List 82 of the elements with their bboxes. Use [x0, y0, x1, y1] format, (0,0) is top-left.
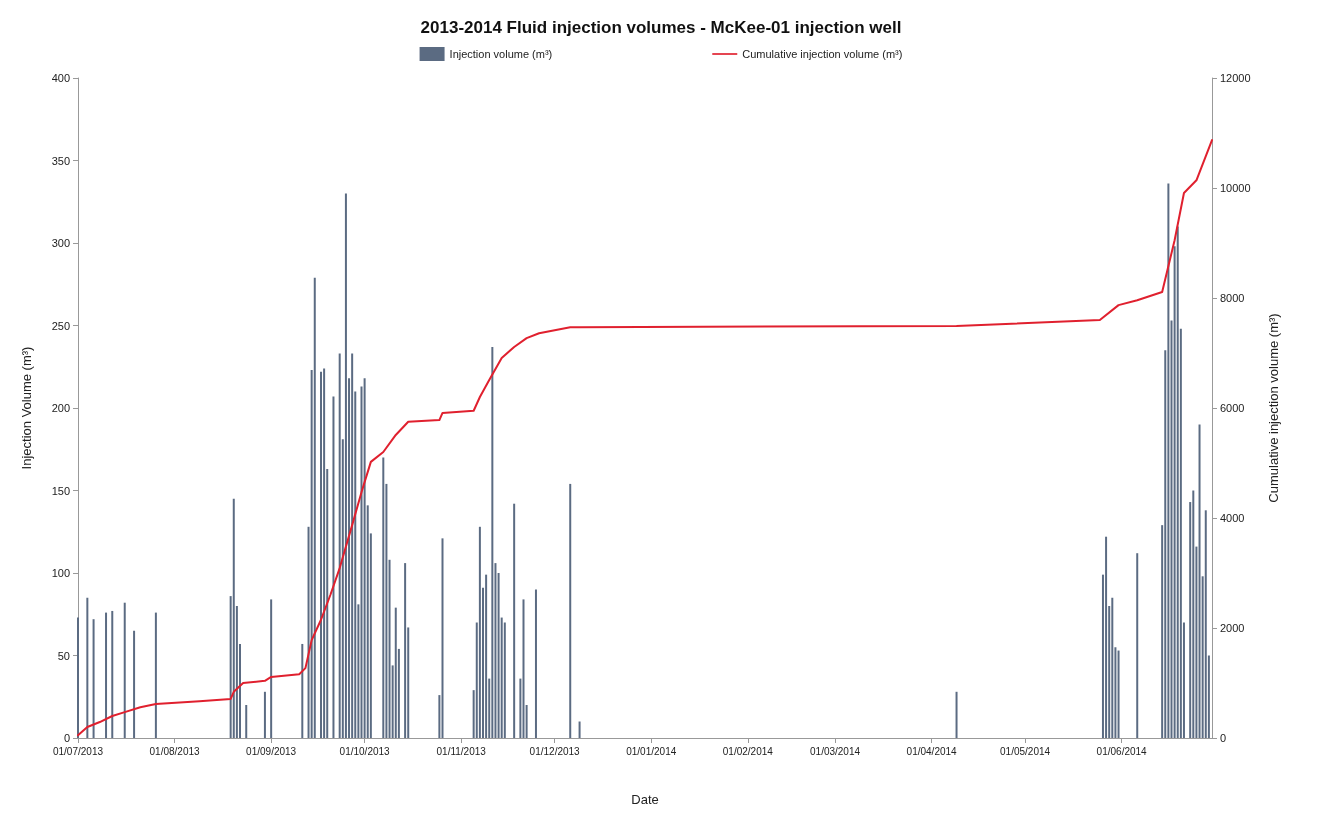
x-tick-label: 01/04/2014 — [906, 745, 958, 757]
bar — [513, 503, 516, 738]
bar — [1117, 650, 1120, 738]
x-tick-label: 01/03/2014 — [810, 745, 861, 757]
bar — [503, 622, 506, 738]
bar — [363, 378, 366, 738]
bar — [1136, 553, 1139, 738]
x-axis-title: Date — [631, 792, 659, 807]
y-tick-label: 300 — [51, 237, 70, 249]
bar — [388, 559, 391, 738]
bar — [263, 691, 266, 738]
bar — [344, 193, 347, 738]
bar — [1111, 597, 1114, 738]
bar — [320, 371, 322, 738]
y-tick-label: 250 — [51, 319, 70, 332]
bar — [404, 563, 407, 738]
bar — [569, 483, 572, 738]
bar — [497, 573, 500, 738]
bar — [522, 599, 525, 738]
bar — [1176, 226, 1179, 738]
bar — [478, 526, 481, 738]
y2-tick-label: 10000 — [1220, 182, 1251, 194]
y2-tick-label: 2000 — [1220, 622, 1245, 634]
bar — [1167, 183, 1170, 738]
y-tick-label: 400 — [51, 72, 70, 84]
y-tick-label: 0 — [63, 732, 70, 744]
x-tick-label: 01/06/2014 — [1096, 745, 1148, 757]
y-tick-label: 50 — [57, 649, 70, 662]
x-tick-label: 01/07/2013 — [52, 745, 104, 757]
bar — [1192, 490, 1195, 738]
x-tick-label: 01/02/2014 — [722, 745, 774, 757]
x-tick-label: 01/01/2014 — [626, 745, 677, 757]
bar — [332, 396, 335, 738]
y2-tick-label: 8000 — [1220, 292, 1245, 304]
y2-axis-title: Cumulative injection volume (m³) — [1266, 313, 1281, 503]
y-tick-label: 150 — [51, 484, 70, 497]
bar — [86, 597, 89, 738]
bar — [270, 599, 273, 738]
bar — [154, 612, 157, 738]
bar — [133, 630, 136, 738]
x-tick-label: 01/10/2013 — [339, 745, 391, 757]
bar — [111, 610, 114, 738]
bar — [232, 498, 235, 738]
x-tick-label: 01/08/2013 — [149, 745, 201, 757]
y-tick-label: 100 — [51, 567, 70, 579]
legend-label: Injection volume (m³) — [449, 48, 553, 60]
x-tick-label: 01/05/2014 — [1000, 745, 1051, 757]
bar — [338, 353, 341, 738]
x-tick-label: 01/12/2013 — [529, 745, 581, 757]
y2-tick-label: 12000 — [1220, 72, 1251, 84]
bar — [519, 678, 522, 738]
bar — [394, 607, 397, 738]
bar — [485, 574, 488, 738]
bar — [955, 691, 958, 738]
legend-label: Cumulative injection volume (m³) — [742, 48, 903, 60]
bar — [105, 612, 108, 738]
bar — [491, 346, 494, 738]
bar — [77, 617, 79, 738]
bar — [534, 589, 537, 738]
y2-tick-label: 6000 — [1220, 402, 1245, 414]
y2-tick-label: 4000 — [1220, 512, 1245, 524]
x-tick-label: 01/11/2013 — [436, 745, 487, 757]
bar — [578, 721, 581, 738]
bar — [1198, 424, 1201, 738]
bar — [313, 277, 316, 738]
y-tick-label: 200 — [51, 402, 70, 414]
bar — [323, 368, 326, 738]
bar — [438, 695, 441, 738]
y2-tick-label: 0 — [1220, 732, 1227, 744]
chart-title: 2013-2014 Fluid injection volumes - McKee-01 injection well — [420, 18, 902, 37]
bar — [441, 538, 444, 738]
bar — [1204, 510, 1207, 738]
bar — [1105, 536, 1108, 738]
x-tick-label: 01/09/2013 — [246, 745, 297, 757]
y-tick-label: 350 — [51, 154, 70, 167]
bar — [382, 457, 385, 738]
y-axis-title: Injection Volume (m³) — [19, 346, 34, 470]
bar — [123, 602, 126, 738]
bar — [245, 705, 248, 738]
bar — [351, 353, 354, 738]
bar — [301, 643, 304, 738]
bar — [92, 619, 95, 738]
